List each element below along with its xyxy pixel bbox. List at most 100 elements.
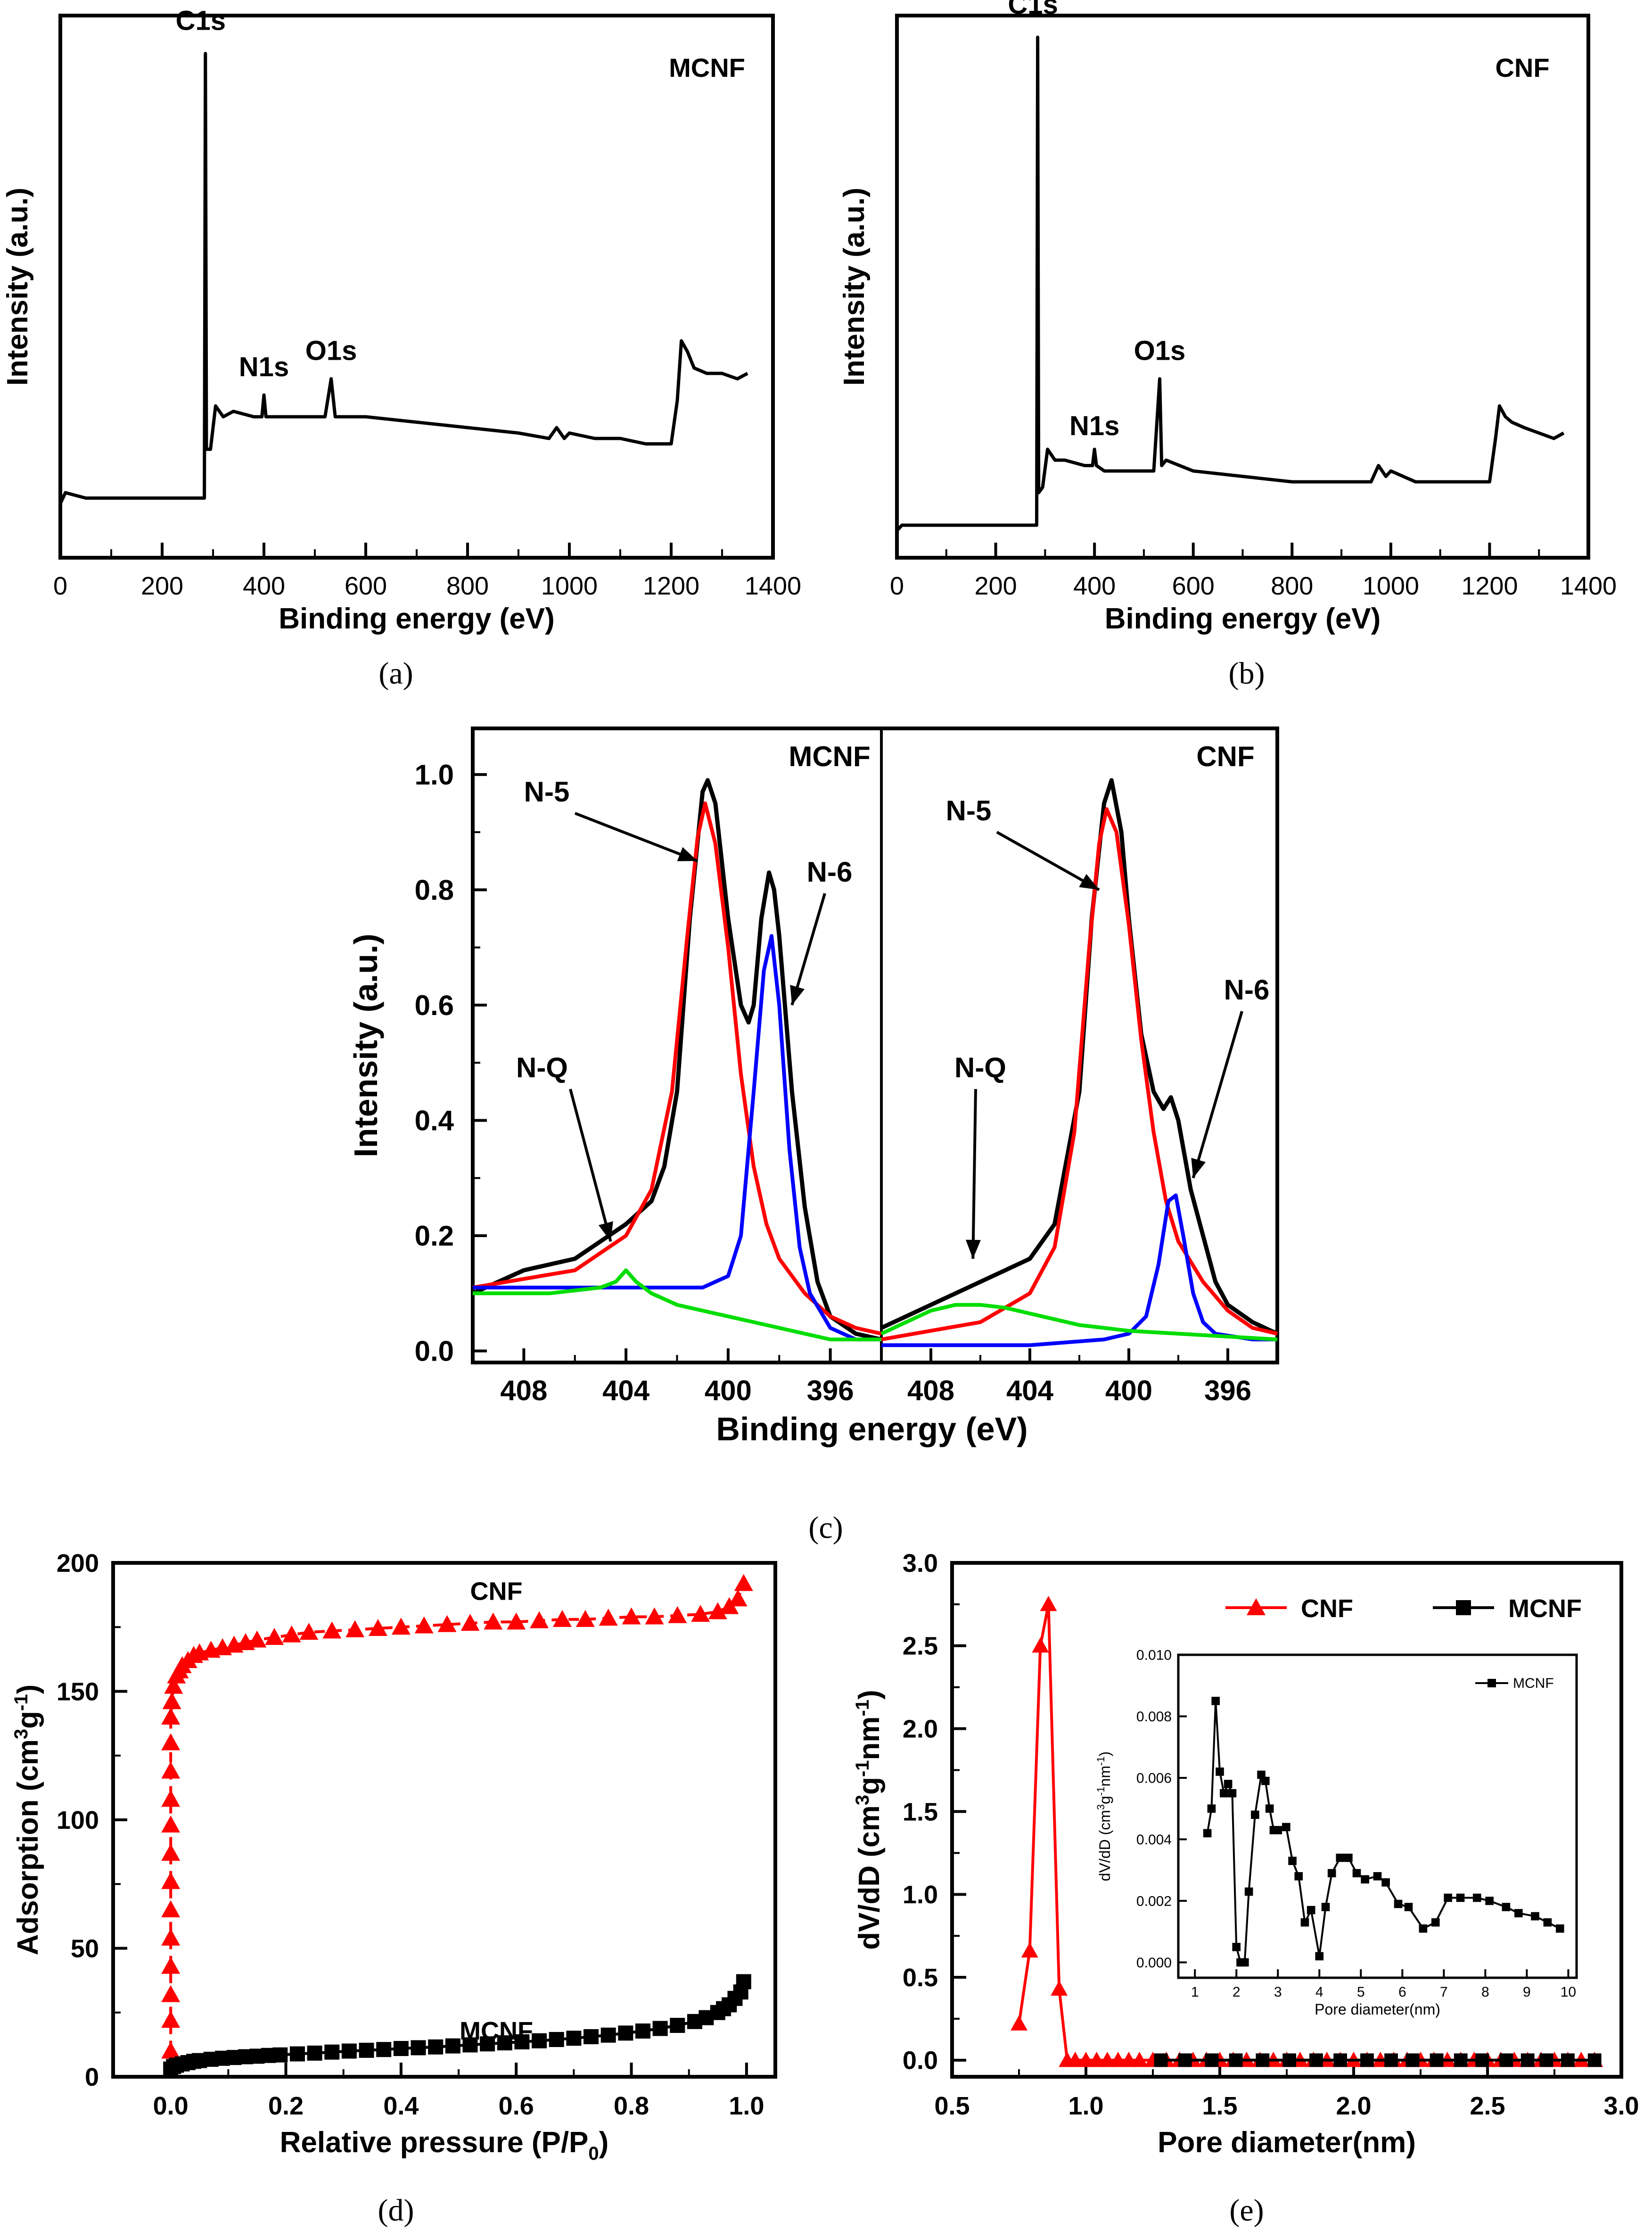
- y-tick-label: 150: [57, 1677, 99, 1706]
- inset-mcnf-point: [1502, 1903, 1511, 1911]
- y-axis-title-close: ): [12, 1685, 44, 1694]
- inset-mcnf-point: [1555, 1924, 1564, 1933]
- peak-label-o1s: O1s: [305, 336, 357, 366]
- cnf-point: [1067, 2051, 1084, 2067]
- inset-y-axis-title-sup: -1: [1095, 1786, 1107, 1796]
- cnf-point: [1011, 2015, 1027, 2031]
- inset-x-axis-title: Pore diameter(nm): [1315, 2001, 1440, 2018]
- mcnf-point: [1430, 2053, 1444, 2067]
- inset-mcnf-point: [1224, 1780, 1233, 1788]
- mcnf-point: [1282, 2053, 1297, 2067]
- spectrum-line: [896, 35, 1565, 532]
- sample-label: CNF: [1495, 53, 1549, 83]
- cnf-point: [161, 2041, 181, 2059]
- cnf-point: [668, 1606, 687, 1623]
- y-tick-label: 0.5: [903, 1964, 938, 1992]
- cnf-point: [164, 1676, 183, 1694]
- inset-mcnf-point: [1207, 1804, 1216, 1813]
- cnf-point: [552, 1610, 572, 1627]
- x-tick-label: 0.5: [934, 2092, 970, 2120]
- series-mcnf: [163, 1974, 751, 2077]
- panel-b-xps-survey-cnf: 0 200 400 600 800 1000 1200 1400 CNF C1s N1s O1s Bin…: [838, 0, 1617, 635]
- mcnf-point: [341, 2043, 357, 2059]
- mcnf-point: [618, 2025, 633, 2041]
- y-tick-label: 3.0: [903, 1549, 938, 1577]
- inset-mcnf-point: [1261, 1776, 1270, 1785]
- mcnf-point: [324, 2044, 340, 2060]
- x-tick-label: 396: [807, 1375, 854, 1406]
- cnf-point: [161, 1761, 181, 1779]
- inset-y-axis-title: dV/dD (cm3g-1nm-1): [1095, 1751, 1113, 1881]
- panel-a-xps-survey-mcnf: 0 200 400 600 800 1000 1200 1400 MCNF C1s N1s O1s Bi…: [1, 6, 801, 636]
- x-tick-label: 3: [1274, 1984, 1282, 2000]
- mcnf-point: [532, 2033, 547, 2048]
- inset-mcnf-point: [1327, 1869, 1336, 1877]
- y-axis-title-g: g: [853, 1777, 886, 1795]
- mcnf-point: [480, 2036, 495, 2052]
- mcnf-point: [1454, 2053, 1468, 2067]
- y-axis-title-g: g: [12, 1711, 44, 1729]
- x-tick-label: 404: [1006, 1375, 1054, 1406]
- x-tick-label: 400: [243, 572, 285, 600]
- inset-mcnf-point: [1419, 1924, 1428, 1933]
- peak-label-n-5: N-5: [946, 795, 992, 826]
- y-tick-label: 50: [71, 1934, 99, 1963]
- x-tick-label: 600: [345, 572, 387, 600]
- series-label-mcnf: MCNF: [460, 2017, 533, 2045]
- cnf-point: [599, 1609, 618, 1626]
- mcnf-point: [1520, 2053, 1535, 2067]
- sample-label: MCNF: [669, 53, 745, 83]
- y-tick-label: 0.0: [903, 2047, 938, 2075]
- legend: CNF MCNF: [1225, 1594, 1582, 1623]
- x-axis-title-main: Relative pressure (P/P: [280, 2126, 589, 2159]
- x-tick-label: 1000: [1363, 572, 1419, 600]
- cnf-point: [1032, 1637, 1049, 1653]
- plot-frame: [471, 727, 1279, 1364]
- peak-label-c1s: C1s: [176, 6, 226, 36]
- mcnf-point: [307, 2045, 322, 2061]
- x-tick-label: 400: [1073, 572, 1116, 600]
- arrow-n-q-head: [598, 1221, 613, 1242]
- inset-mcnf-point: [1321, 1903, 1330, 1911]
- cnf-point: [734, 1574, 753, 1591]
- inset-mcnf-point: [1244, 1887, 1253, 1896]
- inset-mcnf-point: [1344, 1853, 1353, 1862]
- cnf-point: [1110, 2051, 1127, 2067]
- mcnf-point: [462, 2037, 478, 2053]
- legend-marker-mcnf: [1456, 1600, 1471, 1615]
- arrow-n-6-shaft: [1192, 1011, 1243, 1179]
- inset-mcnf-point: [1232, 1942, 1241, 1951]
- series-mcnf: [1154, 2053, 1602, 2067]
- x-axis-title-sub: 0: [588, 2143, 599, 2164]
- y-axis-title-main: Adsorption (cm: [12, 1739, 44, 1955]
- inset-chart: 1 2 3 4 5 6 7 8 9 10 0.000 0.002 0.004 0.006 0.008 0.01…: [1095, 1648, 1578, 2018]
- subpanel-mcnf: 408 404 400 396 MCNF N-5 N-6 N-Q: [472, 741, 882, 1406]
- x-tick-label: 800: [446, 572, 489, 600]
- cnf-point: [161, 1843, 181, 1861]
- panel-label-d: (d): [378, 2193, 414, 2228]
- inset-mcnf-point: [1431, 1918, 1440, 1927]
- inset-mcnf-point: [1336, 1853, 1345, 1862]
- sample-label: CNF: [1196, 741, 1254, 772]
- peak-label-n1s: N1s: [239, 352, 289, 382]
- cnf-point: [1051, 1980, 1068, 1996]
- x-tick-label: 200: [141, 572, 183, 600]
- x-tick-label: 400: [705, 1375, 752, 1406]
- inset-mcnf-point: [1394, 1899, 1403, 1908]
- mcnf-point: [670, 2018, 685, 2033]
- y-tick-label: 0.6: [415, 990, 454, 1021]
- inset-mcnf-point: [1456, 1893, 1465, 1902]
- series-line: [169, 1583, 745, 2051]
- cnf-point: [1021, 1942, 1038, 1958]
- mcnf-point: [1256, 2053, 1270, 2067]
- inset-mcnf-point: [1315, 1952, 1324, 1961]
- mcnf-point: [428, 2039, 444, 2055]
- cnf-point: [265, 1628, 284, 1645]
- inset-mcnf-point: [1444, 1893, 1452, 1902]
- x-tick-label: 2.0: [1336, 2092, 1371, 2120]
- y-tick-label: 200: [57, 1549, 99, 1577]
- mcnf-point: [1587, 2053, 1602, 2067]
- arrow-n-q-shaft: [569, 1089, 612, 1242]
- mcnf-point: [514, 2034, 530, 2049]
